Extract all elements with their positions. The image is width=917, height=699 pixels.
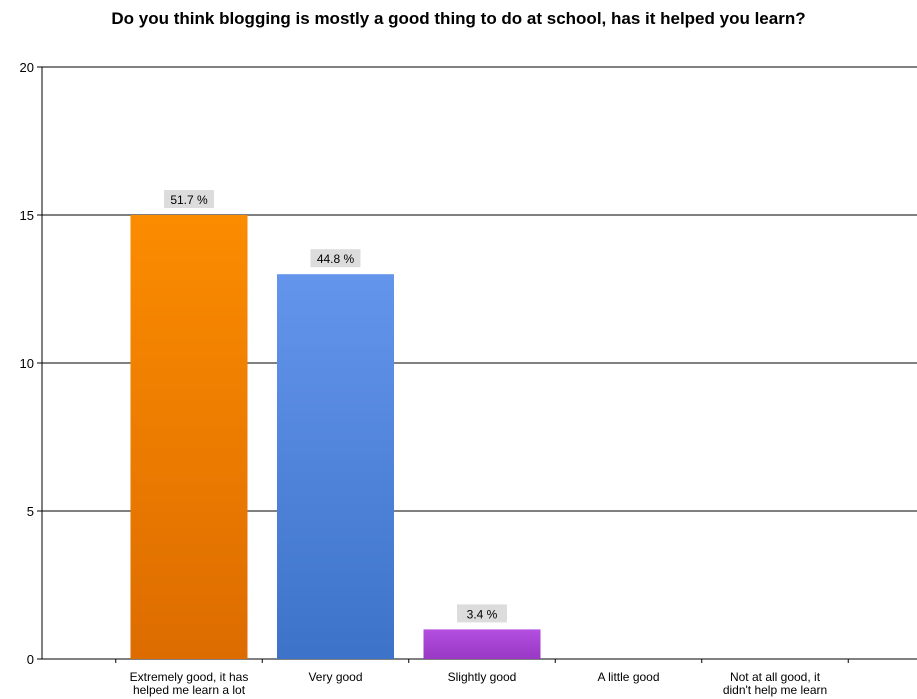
data-label: 51.7 % (170, 193, 208, 207)
y-tick-label: 20 (20, 60, 34, 75)
x-category-label: Slightly good (448, 670, 517, 684)
y-tick-label: 0 (27, 652, 34, 667)
data-labels: 51.7 % 44.8 % 3.4 % (164, 190, 507, 623)
chart-title: Do you think blogging is mostly a good t… (111, 9, 806, 28)
x-category-label: helped me learn a lot (133, 683, 246, 697)
x-category-label: A little good (597, 670, 659, 684)
bar (277, 274, 394, 659)
x-category-label: Very good (308, 670, 362, 684)
bar (130, 215, 248, 659)
y-tick-labels: 0 5 10 15 20 (20, 60, 34, 667)
data-label-background (457, 604, 507, 623)
y-tick-label: 5 (27, 504, 34, 519)
x-category-label: Not at all good, it (730, 670, 821, 684)
data-label: 3.4 % (467, 607, 498, 621)
x-category-label: Extremely good, it has (130, 670, 249, 684)
data-label-background (164, 190, 214, 208)
y-tick-label: 15 (20, 208, 34, 223)
y-tick-label: 10 (20, 356, 34, 371)
bar (423, 629, 541, 659)
bars (130, 215, 541, 659)
x-category-label: didn't help me learn (723, 683, 827, 697)
data-label: 44.8 % (317, 252, 355, 266)
data-label-background (310, 249, 361, 268)
